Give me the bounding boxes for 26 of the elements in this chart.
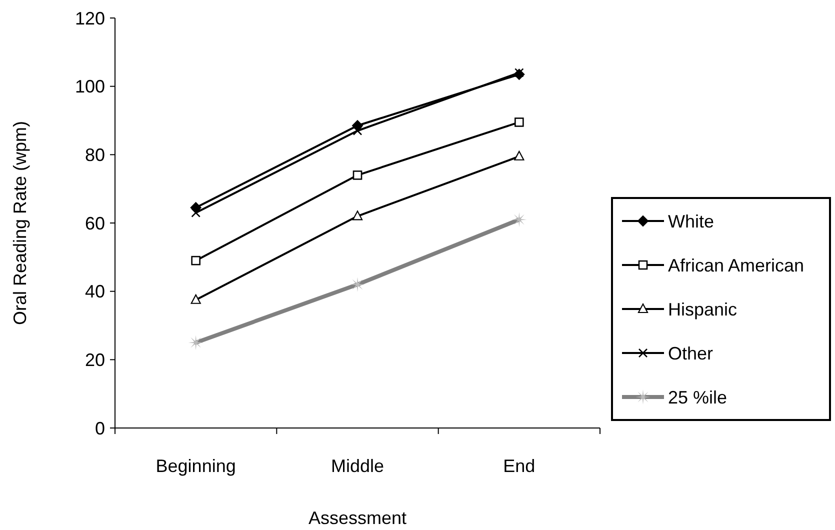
- point: [514, 150, 524, 160]
- legend-label: Other: [668, 343, 714, 364]
- y-tick-label: 100: [74, 76, 105, 97]
- point: [352, 170, 362, 180]
- point: [191, 208, 200, 218]
- point: [514, 68, 524, 78]
- y-tick-label: 60: [84, 213, 105, 234]
- legend-label: Hispanic: [668, 299, 738, 320]
- y-axis-title: Oral Reading Rate (wpm): [10, 120, 30, 326]
- point: [191, 256, 200, 266]
- legend-label: African American: [668, 255, 804, 276]
- legend-label: 25 %ile: [668, 387, 728, 408]
- y-tick-label: 20: [84, 350, 105, 370]
- x-axis-title: Assessment: [308, 508, 407, 528]
- point: [352, 210, 363, 220]
- point: [514, 118, 524, 127]
- y-tick-label: 80: [84, 144, 105, 165]
- point: [190, 294, 201, 304]
- y-tick-label: 0: [94, 418, 105, 438]
- legend-label: White: [668, 211, 714, 232]
- point: [352, 126, 362, 136]
- y-tick-label: 40: [84, 282, 105, 302]
- y-tick-label: 120: [74, 8, 105, 28]
- x-tick-label: Middle: [330, 456, 384, 476]
- x-tick-label: Beginning: [156, 456, 236, 476]
- x-tick-label: End: [503, 456, 536, 476]
